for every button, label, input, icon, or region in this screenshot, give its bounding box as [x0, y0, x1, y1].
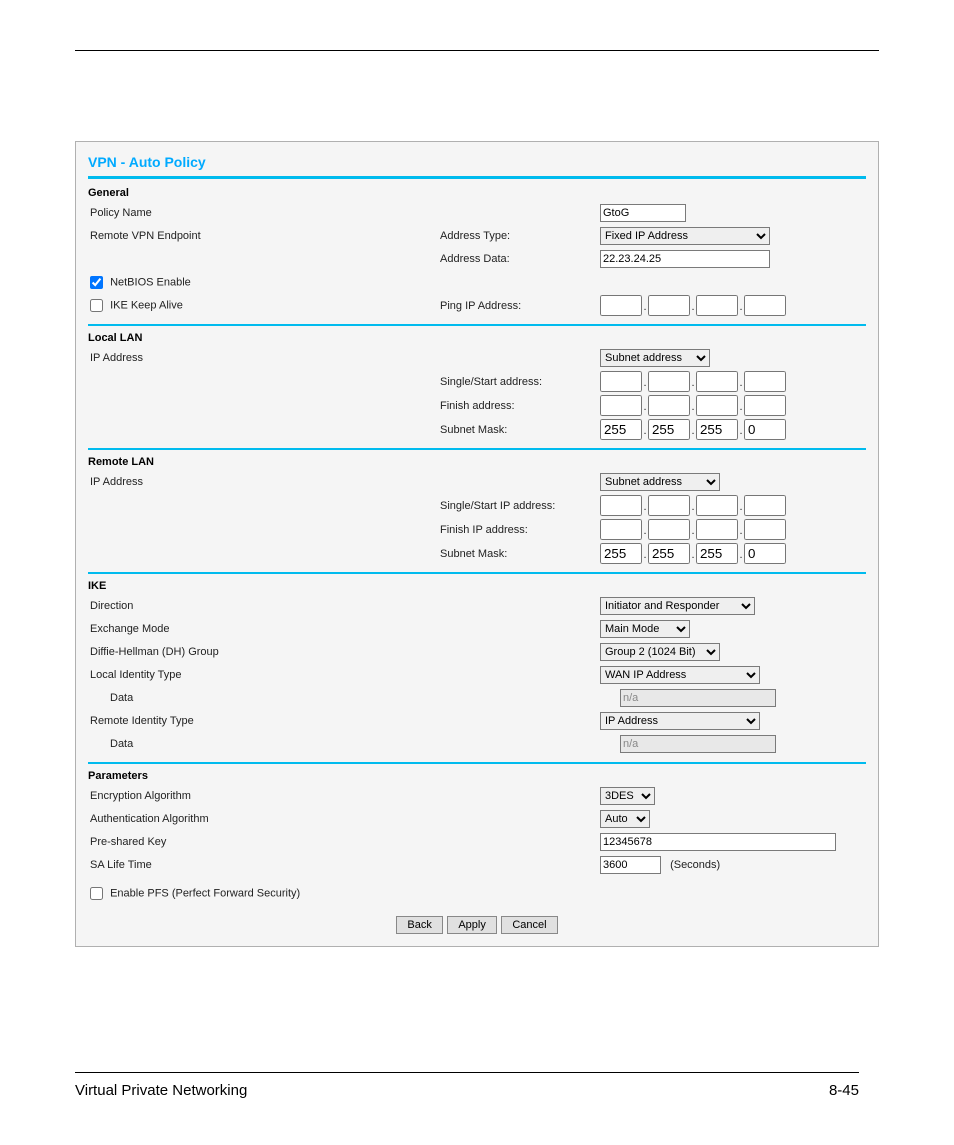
local-data-label: Data	[88, 692, 460, 704]
sa-life-label: SA Life Time	[88, 859, 440, 871]
remote-start-1[interactable]	[600, 495, 642, 516]
remote-endpoint-label: Remote VPN Endpoint	[88, 230, 440, 242]
remote-mask-2[interactable]	[648, 543, 690, 564]
local-mask-label: Subnet Mask:	[440, 424, 600, 436]
sa-life-unit: (Seconds)	[670, 859, 720, 871]
local-start-label: Single/Start address:	[440, 376, 600, 388]
remote-finish-label: Finish IP address:	[440, 524, 600, 536]
local-mask-1[interactable]	[600, 419, 642, 440]
back-button[interactable]: Back	[396, 916, 442, 934]
address-type-select[interactable]: Fixed IP Address	[600, 227, 770, 245]
ping-ip-3[interactable]	[696, 295, 738, 316]
direction-label: Direction	[88, 600, 440, 612]
footer-rule	[75, 1072, 859, 1073]
remote-finish-1[interactable]	[600, 519, 642, 540]
netbios-checkbox[interactable]	[90, 276, 103, 289]
policy-name-label: Policy Name	[88, 207, 440, 219]
parameters-heading: Parameters	[88, 770, 866, 782]
remote-start-2[interactable]	[648, 495, 690, 516]
remote-start-label: Single/Start IP address:	[440, 500, 600, 512]
local-start-3[interactable]	[696, 371, 738, 392]
ike-keepalive-label: IKE Keep Alive	[110, 299, 183, 311]
footer-left: Virtual Private Networking	[75, 1082, 247, 1099]
remote-start-4[interactable]	[744, 495, 786, 516]
address-type-label: Address Type:	[440, 230, 600, 242]
local-identity-label: Local Identity Type	[88, 669, 440, 681]
local-mask-2[interactable]	[648, 419, 690, 440]
local-start-1[interactable]	[600, 371, 642, 392]
dh-group-select[interactable]: Group 2 (1024 Bit)	[600, 643, 720, 661]
local-identity-select[interactable]: WAN IP Address	[600, 666, 760, 684]
ping-ip-4[interactable]	[744, 295, 786, 316]
remote-lan-heading: Remote LAN	[88, 456, 866, 468]
remote-finish-3[interactable]	[696, 519, 738, 540]
local-mask-4[interactable]	[744, 419, 786, 440]
pfs-label: Enable PFS (Perfect Forward Security)	[110, 887, 300, 899]
local-ip-label: IP Address	[88, 352, 440, 364]
dh-group-label: Diffie-Hellman (DH) Group	[88, 646, 440, 658]
remote-data-input[interactable]	[620, 735, 776, 753]
local-finish-2[interactable]	[648, 395, 690, 416]
cancel-button[interactable]: Cancel	[501, 916, 557, 934]
remote-finish-4[interactable]	[744, 519, 786, 540]
remote-finish-2[interactable]	[648, 519, 690, 540]
remote-ip-type-select[interactable]: Subnet address	[600, 473, 720, 491]
remote-mask-4[interactable]	[744, 543, 786, 564]
address-data-label: Address Data:	[440, 253, 600, 265]
general-heading: General	[88, 187, 866, 199]
direction-select[interactable]: Initiator and Responder	[600, 597, 755, 615]
ping-ip-group: ...	[600, 295, 866, 316]
footer-right: 8-45	[829, 1082, 859, 1099]
auth-label: Authentication Algorithm	[88, 813, 440, 825]
local-finish-label: Finish address:	[440, 400, 600, 412]
exchange-mode-label: Exchange Mode	[88, 623, 440, 635]
remote-mask-1[interactable]	[600, 543, 642, 564]
pfs-checkbox[interactable]	[90, 887, 103, 900]
remote-identity-select[interactable]: IP Address	[600, 712, 760, 730]
local-start-4[interactable]	[744, 371, 786, 392]
local-finish-1[interactable]	[600, 395, 642, 416]
top-rule	[75, 50, 879, 51]
vpn-panel: VPN - Auto Policy General Policy Name Re…	[75, 141, 879, 947]
ping-ip-label: Ping IP Address:	[440, 300, 600, 312]
apply-button[interactable]: Apply	[447, 916, 497, 934]
sa-life-input[interactable]	[600, 856, 661, 874]
local-finish-3[interactable]	[696, 395, 738, 416]
panel-rule	[88, 176, 866, 179]
ike-keepalive-checkbox[interactable]	[90, 299, 103, 312]
policy-name-input[interactable]	[600, 204, 686, 222]
psk-input[interactable]	[600, 833, 836, 851]
encryption-label: Encryption Algorithm	[88, 790, 440, 802]
ike-heading: IKE	[88, 580, 866, 592]
auth-select[interactable]: Auto	[600, 810, 650, 828]
remote-mask-label: Subnet Mask:	[440, 548, 600, 560]
remote-start-3[interactable]	[696, 495, 738, 516]
remote-ip-label: IP Address	[88, 476, 440, 488]
local-start-2[interactable]	[648, 371, 690, 392]
local-mask-3[interactable]	[696, 419, 738, 440]
local-finish-4[interactable]	[744, 395, 786, 416]
local-data-input[interactable]	[620, 689, 776, 707]
local-lan-heading: Local LAN	[88, 332, 866, 344]
address-data-input[interactable]	[600, 250, 770, 268]
remote-mask-3[interactable]	[696, 543, 738, 564]
encryption-select[interactable]: 3DES	[600, 787, 655, 805]
exchange-mode-select[interactable]: Main Mode	[600, 620, 690, 638]
ping-ip-2[interactable]	[648, 295, 690, 316]
psk-label: Pre-shared Key	[88, 836, 440, 848]
remote-data-label: Data	[88, 738, 460, 750]
ping-ip-1[interactable]	[600, 295, 642, 316]
remote-identity-label: Remote Identity Type	[88, 715, 440, 727]
netbios-label: NetBIOS Enable	[110, 276, 191, 288]
panel-title: VPN - Auto Policy	[88, 154, 866, 170]
local-ip-type-select[interactable]: Subnet address	[600, 349, 710, 367]
